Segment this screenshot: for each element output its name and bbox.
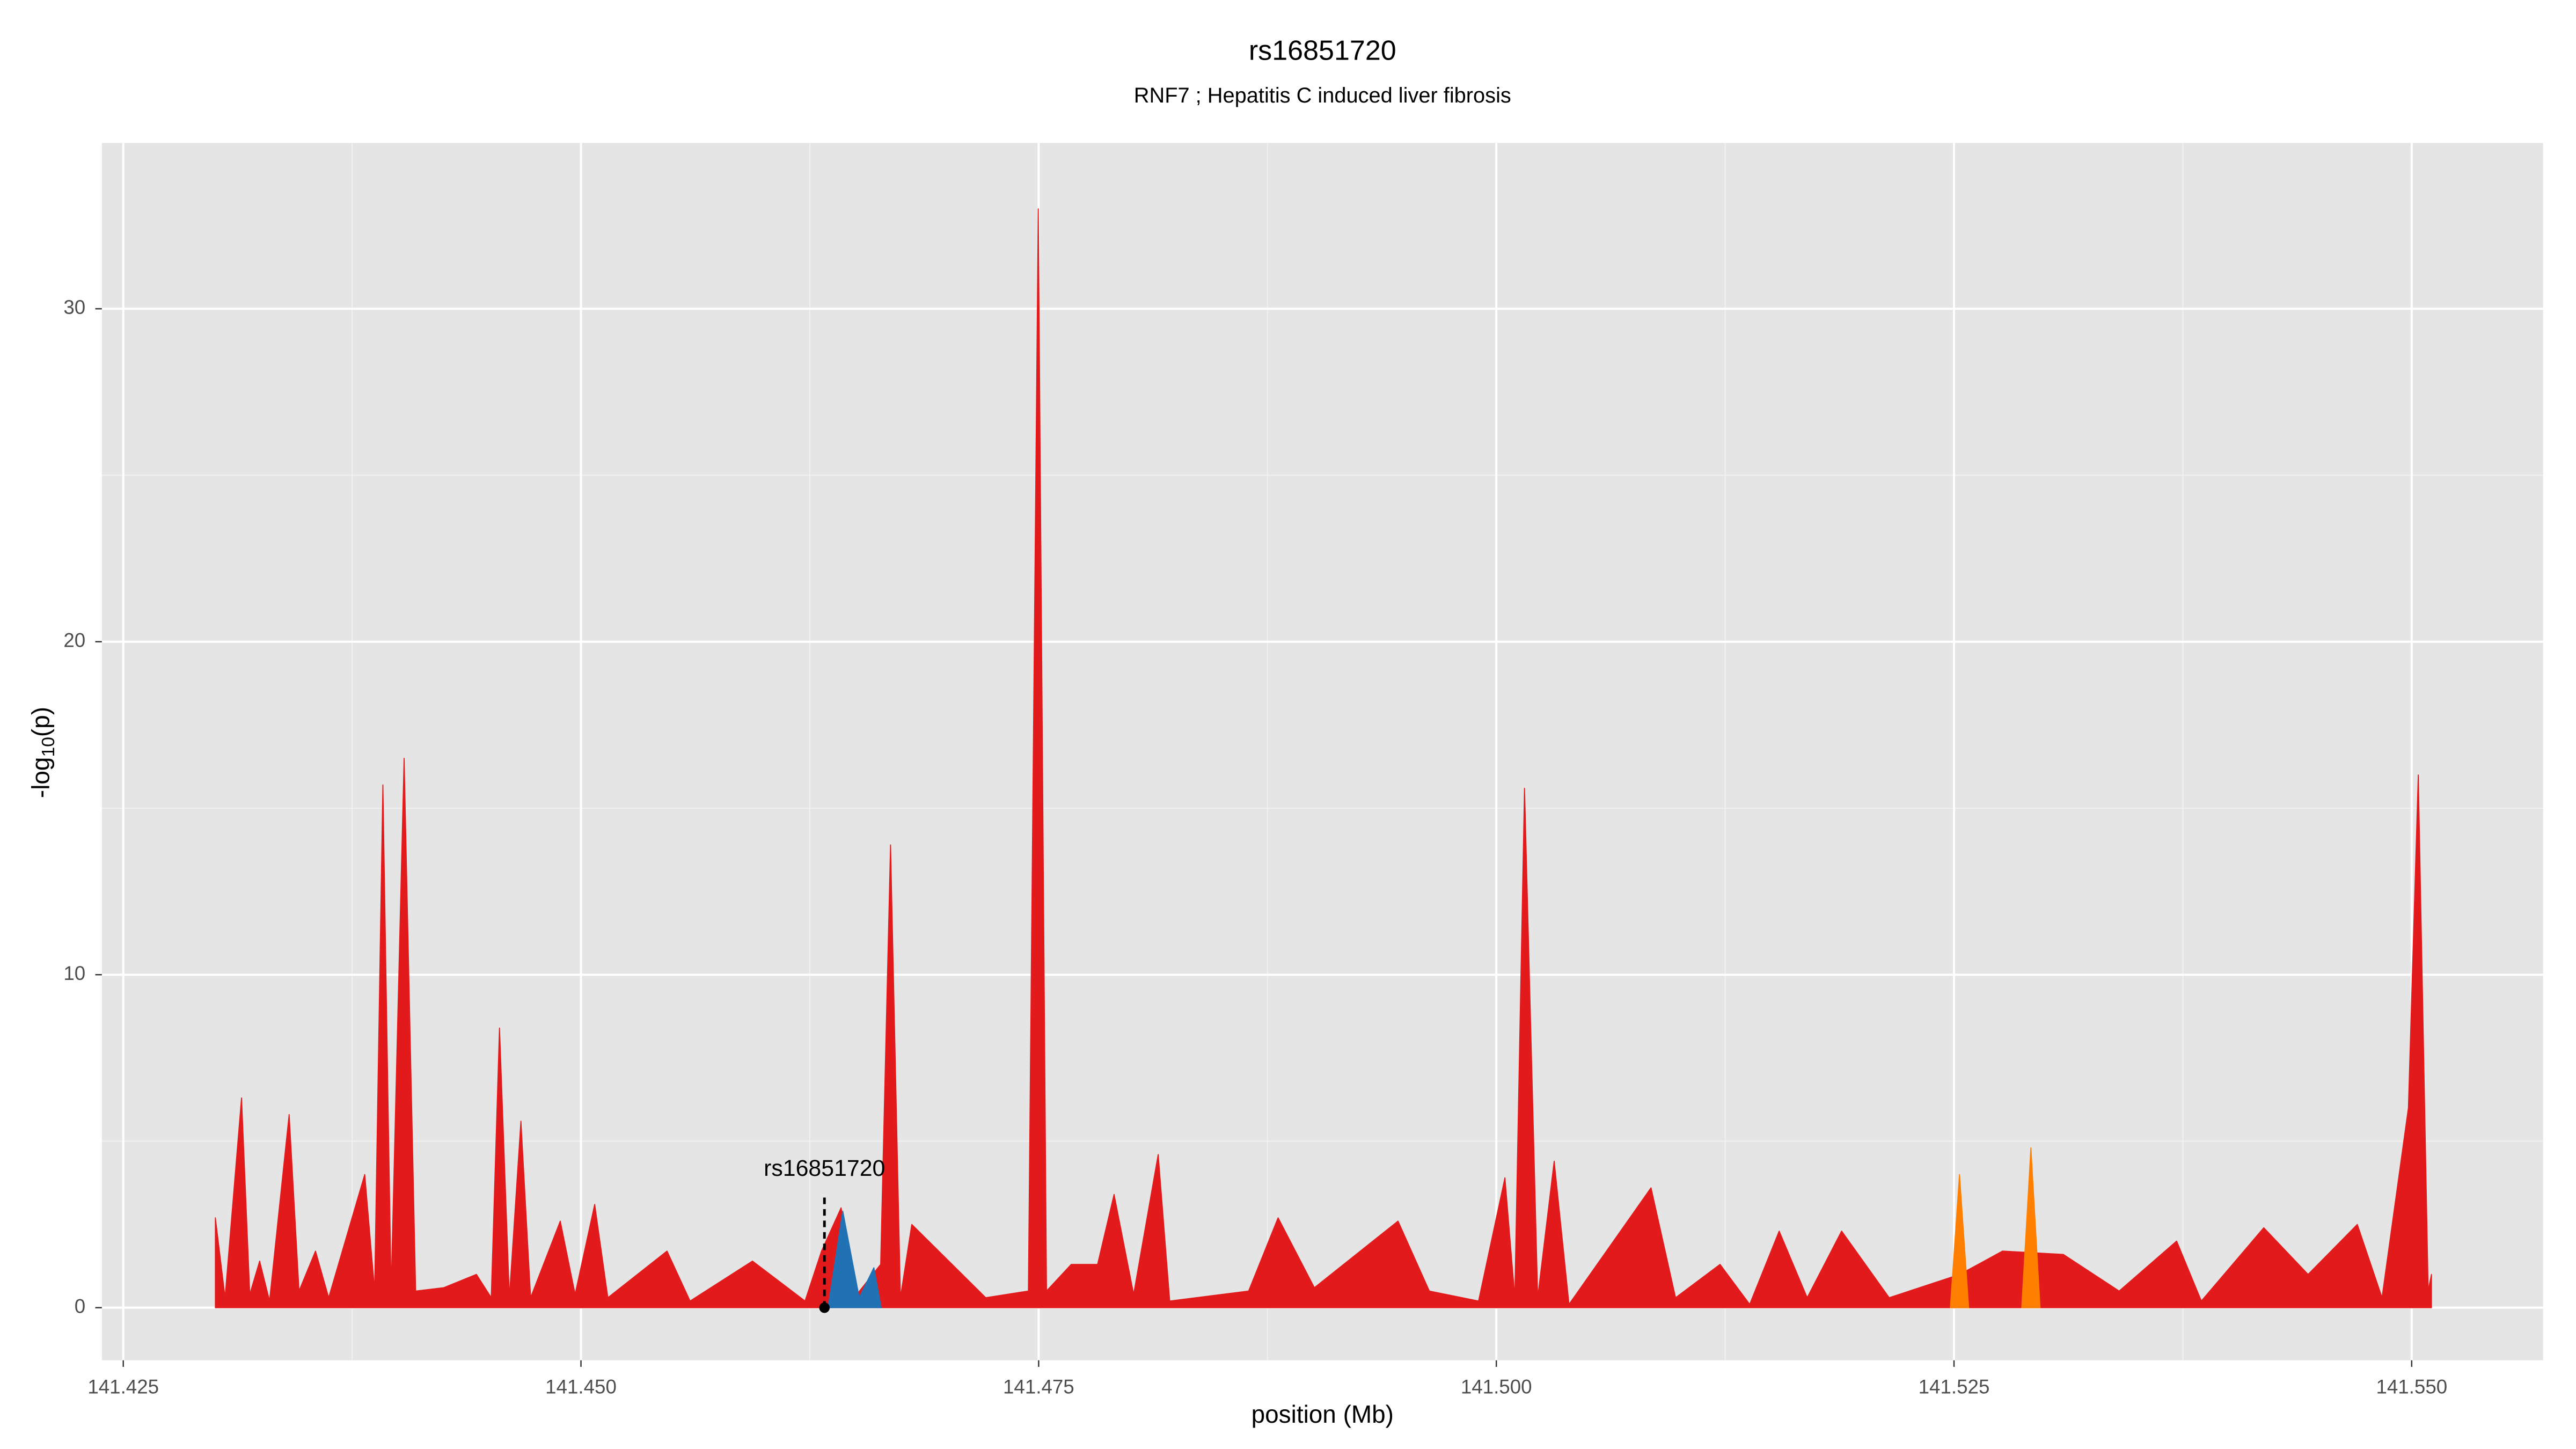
y-tick-label: 20 xyxy=(63,629,85,651)
x-tick-label: 141.550 xyxy=(2376,1375,2447,1397)
y-tick-label: 10 xyxy=(63,962,85,984)
y-label-part: (p) xyxy=(27,707,55,737)
axes: 0 10 20 30 141.425 141.450 141.475 141.500 141.5… xyxy=(63,296,2447,1397)
chart-subtitle: RNF7 ; Hepatitis C induced liver fibrosi… xyxy=(1134,84,1511,107)
x-tick-label: 141.500 xyxy=(1461,1375,1532,1397)
y-tick-label: 0 xyxy=(75,1295,85,1317)
annotation-point xyxy=(819,1302,830,1313)
area xyxy=(1950,1174,1970,1308)
x-axis-label: position (Mb) xyxy=(1252,1400,1394,1428)
area xyxy=(2021,1147,2041,1308)
x-tick-label: 141.525 xyxy=(1919,1375,1990,1397)
y-tick-label: 30 xyxy=(63,296,85,318)
area xyxy=(215,208,2432,1308)
chart-title: rs16851720 xyxy=(1249,35,1396,67)
x-tick-label: 141.475 xyxy=(1003,1375,1074,1397)
y-axis-label: -log10(p) xyxy=(27,707,58,798)
y-label-subscript: 10 xyxy=(39,737,58,757)
marks: rs16851720 xyxy=(215,208,2432,1313)
annotation-label: rs16851720 xyxy=(764,1155,885,1181)
y-label-part: -log xyxy=(27,757,55,799)
x-tick-label: 141.425 xyxy=(87,1375,159,1397)
panel xyxy=(101,143,2543,1360)
area xyxy=(828,1210,882,1308)
x-tick-label: 141.450 xyxy=(545,1375,617,1397)
